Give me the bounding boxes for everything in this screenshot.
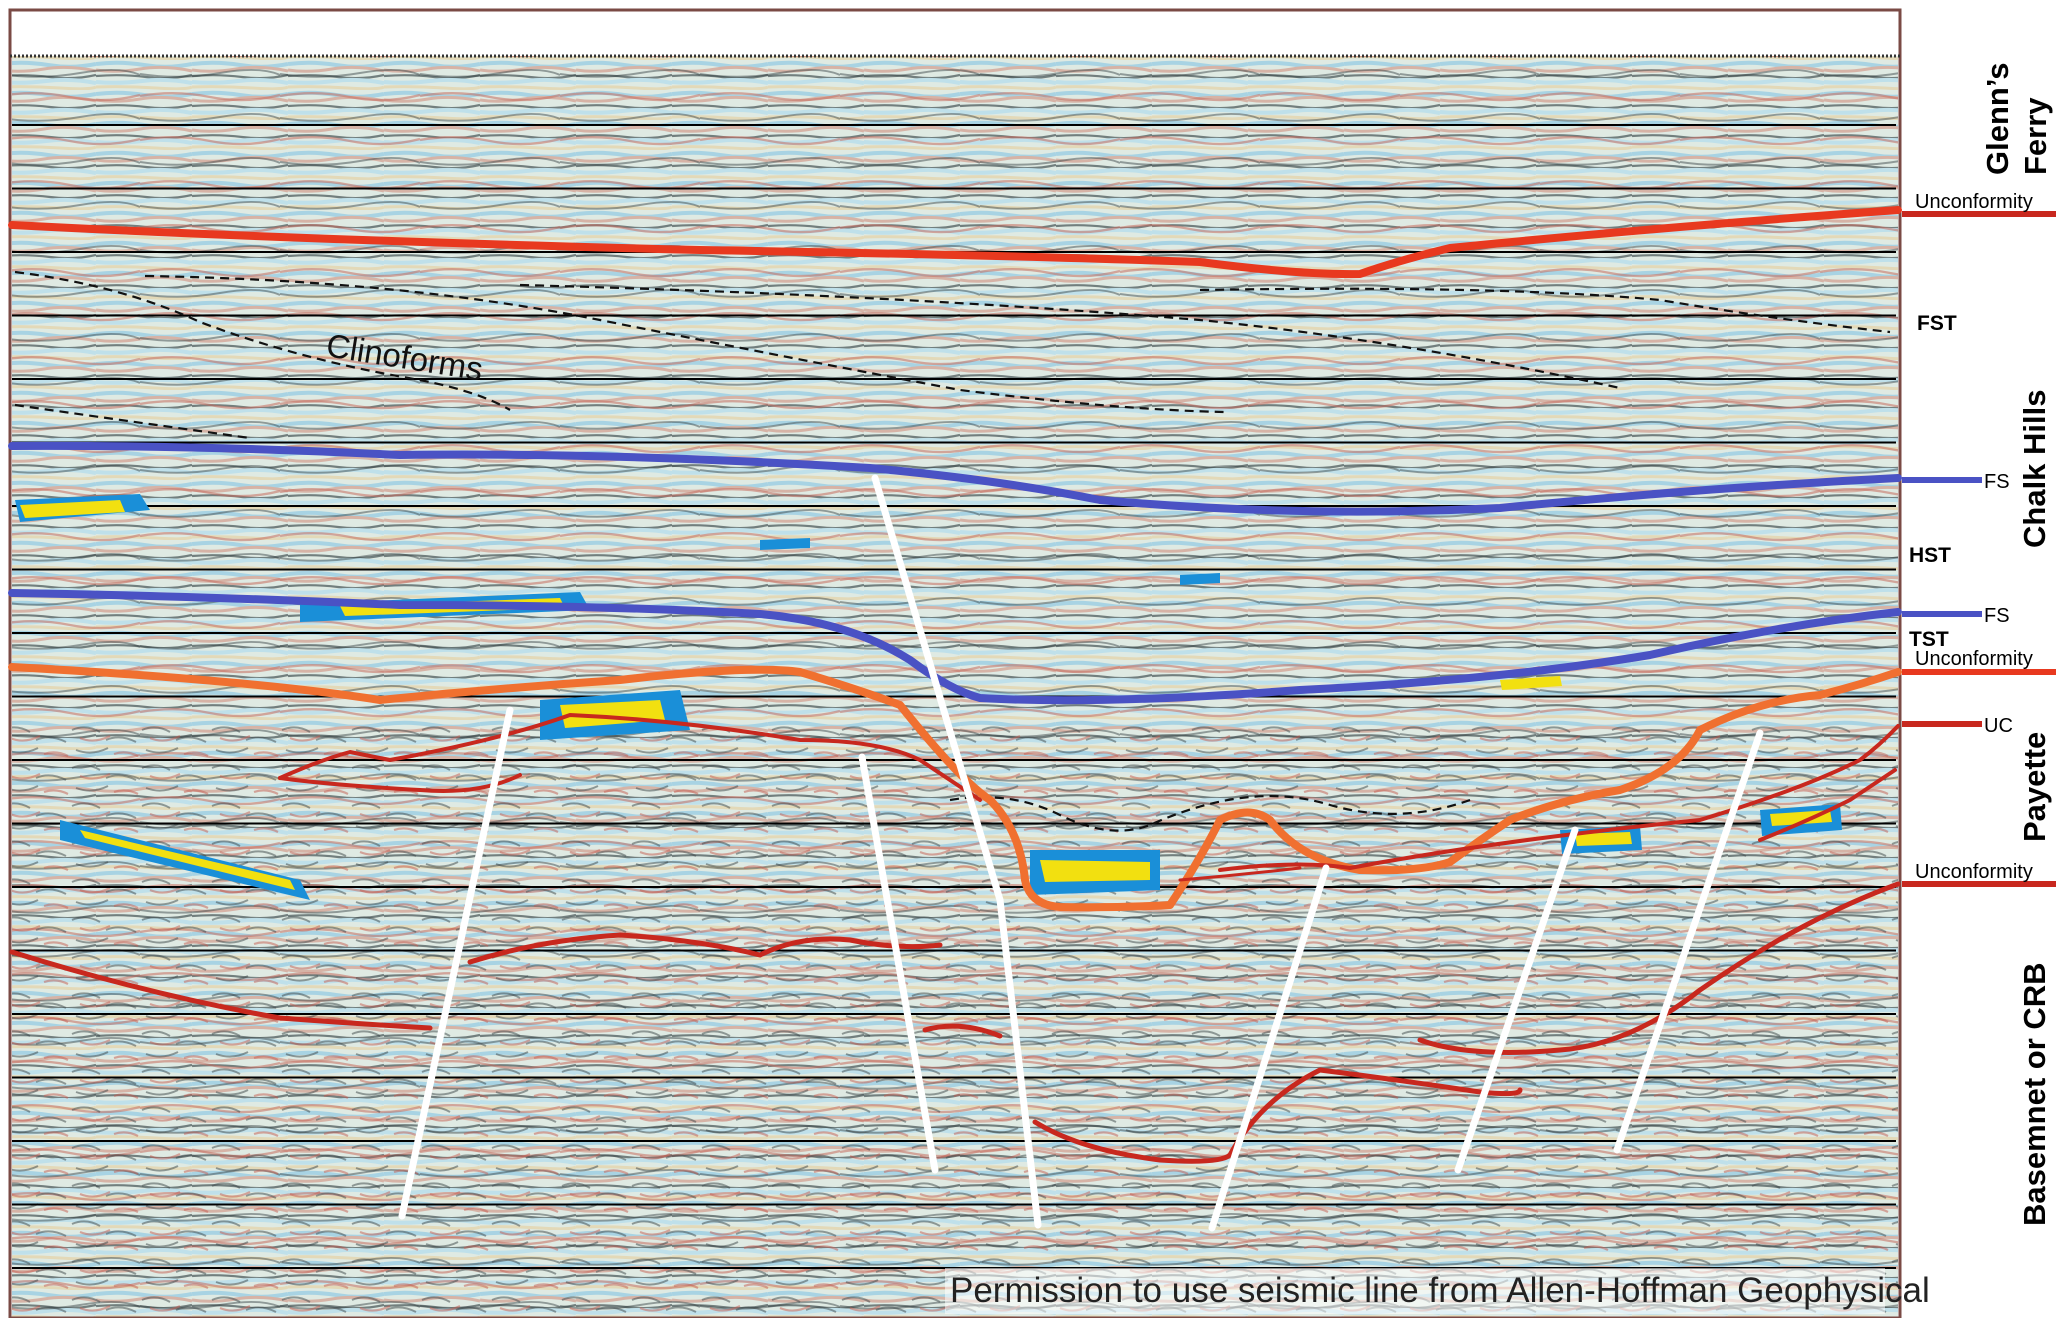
fault-1 [398,706,514,1220]
flooding-surfaces [8,441,1902,705]
basement-label: Basemnet or CRB [2017,962,2052,1226]
payette-label: Payette [2017,732,2052,842]
fault-5 [1454,826,1579,1174]
timing-lines [12,124,1896,1269]
fault-2 [858,753,939,1174]
credit-text: Permission to use seismic line from Alle… [950,1271,1930,1310]
fs-lower-label: FS [1984,605,2010,627]
bright-spots [15,494,1842,900]
glenns-ferry-label-line2: Ferry [2018,97,2053,175]
unconformity-sub-line [278,713,982,802]
fault-6 [1613,729,1764,1154]
fs-upper-label: FS [1984,471,2010,493]
unconformity-mid-label: Unconformity [1915,648,2033,670]
clinoform-lines [14,270,1891,832]
tst-label: TST [1909,628,1949,651]
right-labels: Glenn’s Ferry Unconformity FST Chalk Hil… [1909,62,2053,1226]
glenns-ferry-label-line1: Glenn’s [1980,62,2015,175]
fault-3 [871,474,1042,1229]
fault-4 [1208,864,1330,1232]
credit-backdrop [945,1268,1885,1314]
fs-upper-line [8,441,1902,516]
boundary-markers [1902,211,2056,887]
unconformity-top-line [8,206,1902,279]
unconformity-top-label: Unconformity [1915,191,2033,213]
unconformity-mid-line [8,663,1902,912]
unconformity-base-label: Unconformity [1915,861,2033,883]
chalk-hills-label: Chalk Hills [2017,390,2052,549]
uc-label: UC [1984,715,2013,737]
unconformity-surfaces [8,206,1902,1164]
fst-label: FST [1917,312,1957,335]
hst-label: HST [1909,544,1951,567]
fault-lines [398,474,1764,1232]
fs-lower-line [8,589,1902,705]
unconformity-base-line [1417,881,1901,1055]
